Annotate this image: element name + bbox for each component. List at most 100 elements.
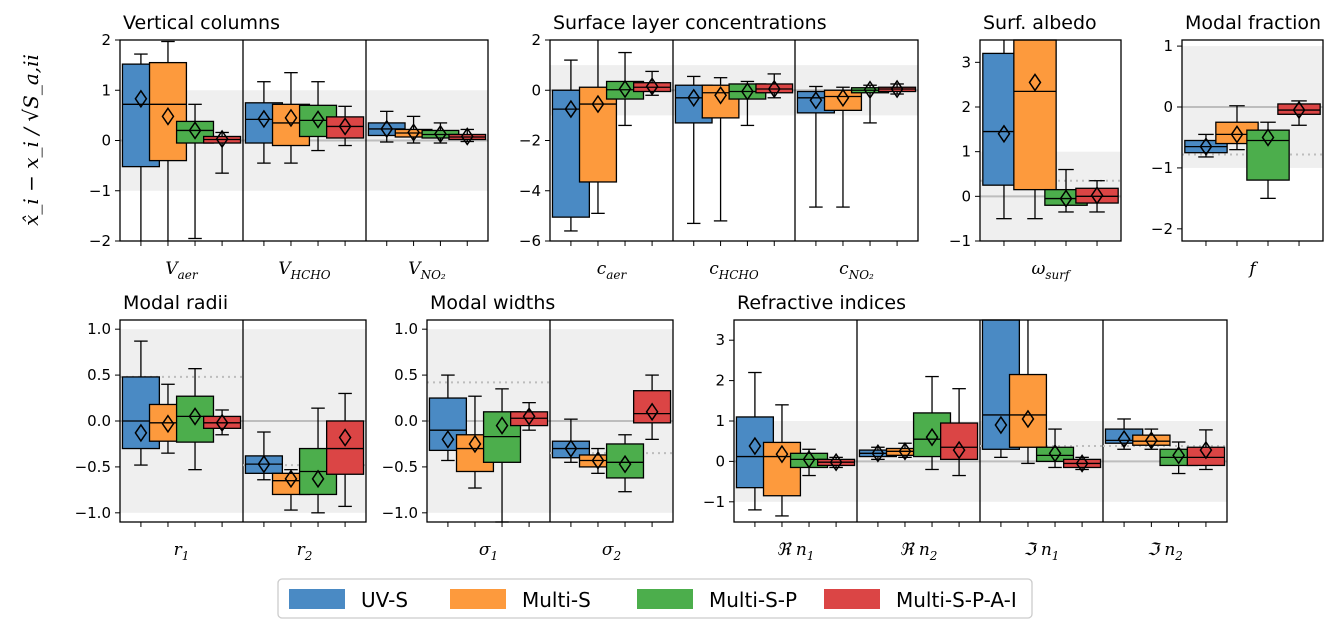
box-Multi-S-P-A-I <box>202 409 242 436</box>
y-tick-label: 1 <box>101 81 111 99</box>
mean-marker <box>1059 189 1073 208</box>
mean-marker <box>1199 440 1213 460</box>
box-body <box>1246 129 1290 181</box>
mean-marker <box>925 427 939 447</box>
panel-title: Surf. albedo <box>983 12 1097 34</box>
mean-marker <box>188 121 202 140</box>
mean-marker <box>134 423 148 443</box>
y-tick-label: 0 <box>961 187 971 205</box>
box-body <box>762 441 802 497</box>
y-tick-label: 0 <box>101 132 111 150</box>
y-tick-label: −1 <box>949 232 971 250</box>
mean-marker <box>1090 186 1104 205</box>
y-tick-label: 2 <box>715 372 725 390</box>
y-tick-label: −1 <box>1151 159 1173 177</box>
box-Multi-S-P <box>1246 121 1290 200</box>
legend-label: UV-S <box>361 588 408 612</box>
group-label: ℜ n1 <box>777 540 815 563</box>
mean-marker <box>748 436 762 456</box>
y-tick-label: 0 <box>715 452 725 470</box>
mean-marker <box>460 127 474 146</box>
group-label: VNO₂ <box>408 259 446 282</box>
mean-marker <box>775 444 789 464</box>
box-Multi-S <box>1008 320 1048 465</box>
mean-marker <box>898 441 912 461</box>
box-Multi-S-P-A-I <box>448 127 487 146</box>
group-label: caer <box>597 259 628 282</box>
panel-title: Surface layer concentrations <box>553 12 827 34</box>
panel-title: Refractive indices <box>737 292 906 314</box>
mean-marker <box>871 443 885 463</box>
box-Multi-S <box>762 404 802 517</box>
box-body <box>1013 39 1057 191</box>
box-Multi-S-P-A-I <box>632 374 672 441</box>
mean-marker <box>836 88 850 108</box>
group-label: ωsurf <box>1032 259 1072 282</box>
panel-3: f −2 −1 0 1 Modal fraction <box>1151 12 1324 279</box>
y-tick-label: −0.5 <box>75 458 111 476</box>
legend-swatch <box>637 589 693 609</box>
mean-marker <box>134 89 148 109</box>
mean-marker <box>741 82 754 101</box>
box-body <box>578 86 618 183</box>
mean-marker <box>284 469 298 489</box>
mean-marker <box>311 469 325 489</box>
box-Multi-S-P-A-I <box>1075 180 1119 213</box>
mean-marker <box>257 454 271 474</box>
y-tick-label: 2 <box>961 98 971 116</box>
box-Multi-S-P-A-I <box>877 79 917 99</box>
mean-marker <box>1292 100 1306 120</box>
box-body <box>148 61 188 162</box>
legend-label: Multi-S-P <box>709 588 797 612</box>
group-label: σ1 <box>479 540 498 563</box>
mean-marker <box>257 109 271 129</box>
mean-marker <box>564 99 578 119</box>
box-Multi-S-P-A-I <box>939 388 979 477</box>
mean-marker <box>1075 454 1089 473</box>
panel-0: Vaer VHCHO VNO₂ −2 −1 0 1 2 Vertical columns <box>89 12 489 282</box>
legend-label: Multi-S-P-A-I <box>896 588 1017 612</box>
group-label: ℑ n2 <box>1147 540 1183 563</box>
mean-marker <box>495 416 509 435</box>
y-axis-label-text: x̂_i − x_i / √S_a,ii <box>19 54 43 226</box>
y-tick-label: 1 <box>715 412 725 430</box>
panel-title: Modal widths <box>430 292 555 314</box>
y-tick-label: 3 <box>715 331 725 349</box>
y-tick-label: 0.5 <box>87 366 111 384</box>
mean-marker <box>1144 431 1158 450</box>
mean-marker <box>311 110 325 129</box>
mean-marker <box>591 451 605 470</box>
mean-marker <box>188 407 202 426</box>
y-tick-label: −1 <box>703 493 725 511</box>
mean-marker <box>618 454 632 474</box>
group-label: ℜ n2 <box>900 540 938 563</box>
mean-marker <box>1028 73 1042 92</box>
mean-marker <box>215 129 229 149</box>
box-body <box>325 116 365 139</box>
mean-marker <box>802 450 816 469</box>
y-tick-label: −4 <box>519 182 541 200</box>
mean-marker <box>380 119 394 139</box>
panel-1: caer cHCHO cNO₂ −6 −4 −2 0 2 Surface layer conce… <box>519 12 919 282</box>
mean-marker <box>714 85 727 105</box>
box-Multi-S <box>823 86 863 208</box>
panel-title: Vertical columns <box>123 12 280 34</box>
y-tick-label: 0.0 <box>87 412 111 430</box>
box-Multi-S-P-A-I <box>325 105 365 147</box>
mean-marker <box>407 123 420 142</box>
mean-marker <box>1172 446 1186 465</box>
mean-marker <box>809 90 823 110</box>
y-tick-label: 1.0 <box>394 320 418 338</box>
y-tick-label: 2 <box>101 31 111 49</box>
legend-swatch <box>824 589 880 609</box>
panel-5: σ1 σ2 −1.0 −0.5 0.0 0.5 1.0 Modal widths <box>382 292 674 563</box>
group-label: r1 <box>174 540 190 563</box>
box-body <box>632 390 672 424</box>
group-label: VHCHO <box>278 259 330 282</box>
box-Multi-S-P-A-I <box>632 70 672 96</box>
mean-marker <box>1199 137 1213 156</box>
y-tick-label: −2 <box>89 232 111 250</box>
mean-marker <box>997 124 1011 144</box>
box-Multi-S-P <box>1035 428 1075 469</box>
y-tick-label: 1 <box>961 143 971 161</box>
